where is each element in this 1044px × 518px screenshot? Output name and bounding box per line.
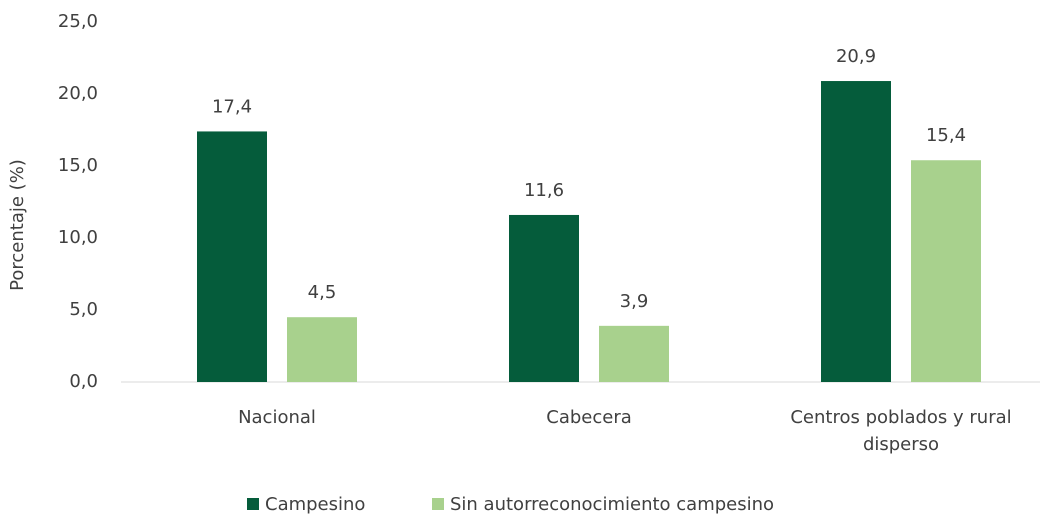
y-tick-label: 5,0 <box>69 299 98 320</box>
bar <box>197 131 267 382</box>
y-tick-label: 15,0 <box>58 155 98 176</box>
bar <box>287 317 357 382</box>
data-label: 4,5 <box>308 282 337 303</box>
bar <box>599 325 669 382</box>
data-label: 17,4 <box>212 96 252 117</box>
y-tick-label: 10,0 <box>58 227 98 248</box>
bar <box>911 160 981 382</box>
bar <box>509 214 579 382</box>
legend-swatch <box>247 498 259 510</box>
data-label: 3,9 <box>620 291 649 312</box>
x-tick-label: Centros poblados y rural disperso <box>790 407 1012 455</box>
y-tick-label: 25,0 <box>58 11 98 32</box>
legend-label: Sin autorreconocimiento campesino <box>450 494 774 515</box>
data-label: 11,6 <box>524 180 564 201</box>
y-tick-label: 0,0 <box>69 371 98 392</box>
legend-label: Campesino <box>265 494 365 515</box>
legend-swatch <box>432 498 444 510</box>
x-tick-label: Cabecera <box>546 407 632 428</box>
data-label: 20,9 <box>836 46 876 67</box>
bar <box>821 81 891 382</box>
y-tick-label: 20,0 <box>58 83 98 104</box>
data-label: 15,4 <box>926 125 966 146</box>
y-axis-label: Porcentaje (%) <box>7 159 28 291</box>
x-tick-label: Nacional <box>238 407 316 428</box>
